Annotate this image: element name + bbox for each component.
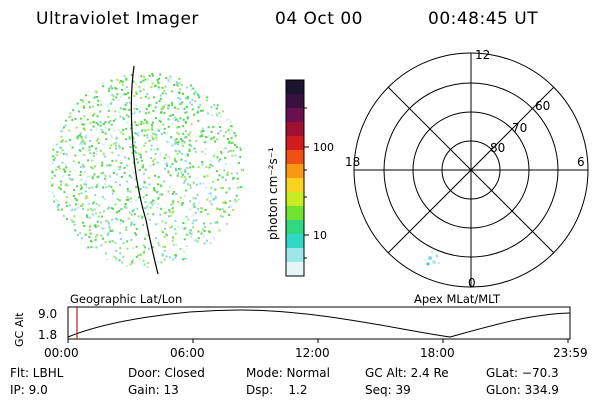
altitude-ylabel: GC Alt [13, 312, 26, 347]
altitude-strip [67, 306, 571, 343]
terminator-line [130, 65, 159, 275]
polar-panel-caption: Apex MLat/MLT [414, 292, 501, 306]
left-panel-caption: Geographic Lat/Lon [70, 292, 182, 306]
colorbar-swatch [286, 80, 304, 95]
colorbar-swatch [286, 206, 304, 221]
lat-label-60: 60 [535, 99, 550, 113]
time-readout: 00:48:45 UT [428, 9, 539, 29]
door-readout: Door: Closed [128, 366, 205, 380]
altitude-ytick-9: 9.0 [38, 307, 57, 321]
altitude-xtick-0000: 00:00 [44, 346, 79, 360]
glat-readout: GLat: −70.3 [486, 366, 559, 380]
colorbar-swatch [286, 150, 304, 165]
colorbar-swatch [286, 220, 304, 235]
altitude-xtick-0600: 06:00 [170, 346, 205, 360]
polar-aurora-blob [423, 250, 441, 266]
mlt-label-18: 18 [345, 155, 360, 169]
lat-label-70: 70 [512, 121, 527, 135]
colorbar-swatch [286, 248, 304, 263]
colorbar-swatch [286, 136, 304, 151]
filter-readout: Flt: LBHL [10, 366, 64, 380]
colorbar-swatch [286, 234, 304, 249]
colorbar-unit-label: photon cm⁻²s⁻¹ [266, 147, 280, 240]
colorbar-swatch [286, 108, 304, 123]
colorbar: 100 10 photon cm⁻²s⁻¹ [266, 79, 334, 277]
colorbar-swatch [286, 122, 304, 137]
mlt-label-0: 0 [468, 276, 476, 290]
colorbar-swatch [286, 164, 304, 179]
mode-readout: Mode: Normal [246, 366, 330, 380]
colorbar-swatch [286, 262, 304, 277]
colorbar-swatch [286, 192, 304, 207]
altitude-xtick-1200: 12:00 [295, 346, 330, 360]
altitude-ytick-1-8: 1.8 [38, 328, 57, 342]
altitude-curve [67, 309, 571, 338]
altitude-xtick-2359: 23:59 [553, 346, 588, 360]
colorbar-swatch [286, 178, 304, 193]
colorbar-tick-10: 10 [313, 229, 327, 242]
mlt-label-6: 6 [577, 155, 585, 169]
date-readout: 04 Oct 00 [275, 9, 363, 29]
gc-alt-readout: GC Alt: 2.4 Re [365, 366, 449, 380]
uv-image-disk [49, 65, 244, 275]
colorbar-tick-100: 100 [313, 141, 334, 154]
glon-readout: GLon: 334.9 [486, 383, 559, 397]
polar-plot [353, 52, 589, 288]
lat-label-80: 80 [490, 141, 505, 155]
colorbar-swatch [286, 94, 304, 109]
mlt-label-12: 12 [475, 48, 490, 62]
app-title: Ultraviolet Imager [36, 9, 199, 29]
altitude-xtick-1800: 18:00 [420, 346, 455, 360]
seq-readout: Seq: 39 [365, 383, 411, 397]
ip-readout: IP: 9.0 [10, 383, 48, 397]
gain-readout: Gain: 13 [128, 383, 179, 397]
dsp-readout: Dsp: 1.2 [246, 383, 308, 397]
